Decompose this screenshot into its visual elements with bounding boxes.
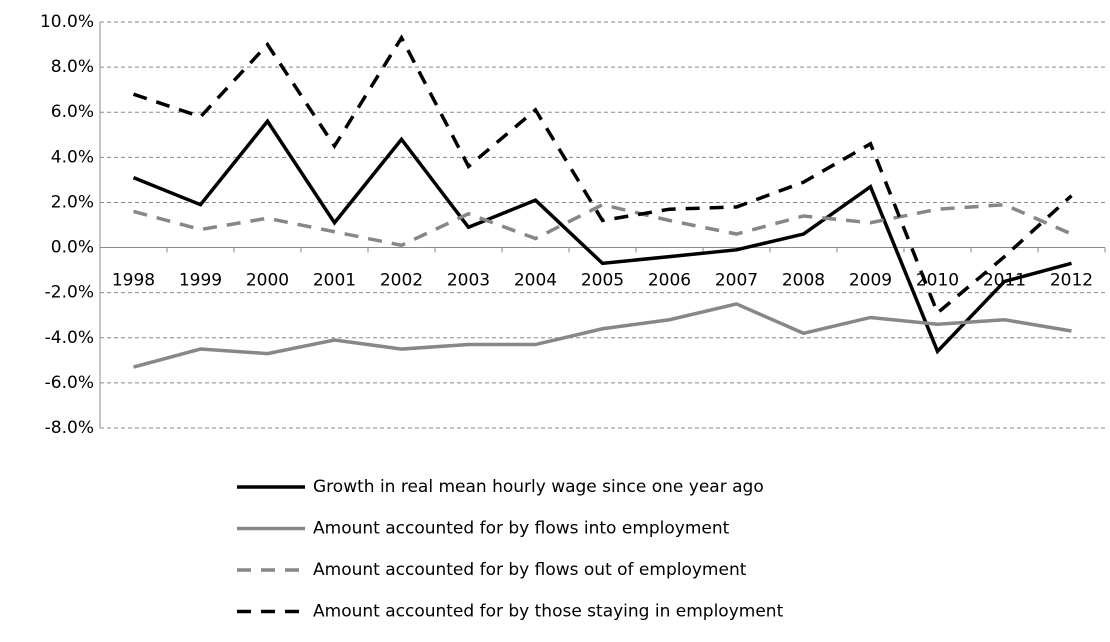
x-tick-label: 2007 <box>715 271 758 291</box>
x-tick-label: 2006 <box>648 271 691 291</box>
y-tick-label: 2.0% <box>51 192 94 212</box>
x-tick-label: 1998 <box>112 271 155 291</box>
series-line <box>133 202 1073 248</box>
x-tick-label: 2003 <box>447 271 490 291</box>
x-tick-label: 2005 <box>581 271 624 291</box>
y-tick-label: 4.0% <box>51 147 94 167</box>
y-tick-label: 10.0% <box>40 12 94 32</box>
series-line <box>133 302 1072 369</box>
series-line <box>132 34 1073 316</box>
y-tick-label: 6.0% <box>51 102 94 122</box>
x-tick-label: 2001 <box>313 271 356 291</box>
series-line <box>132 118 1072 355</box>
legend-label: Growth in real mean hourly wage since on… <box>313 477 764 497</box>
y-tick-label: 8.0% <box>51 57 94 77</box>
x-tick-label: 2002 <box>380 271 423 291</box>
x-tick-label: 1999 <box>179 271 222 291</box>
x-tick-label: 2004 <box>514 271 557 291</box>
x-tick-label: 2012 <box>1050 271 1093 291</box>
legend-label: Amount accounted for by flows out of emp… <box>313 560 747 580</box>
y-tick-label: -2.0% <box>45 283 94 303</box>
legend-label: Amount accounted for by flows into emplo… <box>313 519 730 539</box>
legend-label: Amount accounted for by those staying in… <box>313 602 784 622</box>
x-tick-label: 2010 <box>916 271 959 291</box>
y-tick-label: -4.0% <box>45 328 94 348</box>
x-tick-label: 2008 <box>782 271 825 291</box>
y-tick-label: 0.0% <box>51 238 94 258</box>
y-tick-label: -8.0% <box>45 418 94 438</box>
y-tick-label: -6.0% <box>45 373 94 393</box>
x-tick-label: 2009 <box>849 271 892 291</box>
x-tick-label: 2000 <box>246 271 289 291</box>
